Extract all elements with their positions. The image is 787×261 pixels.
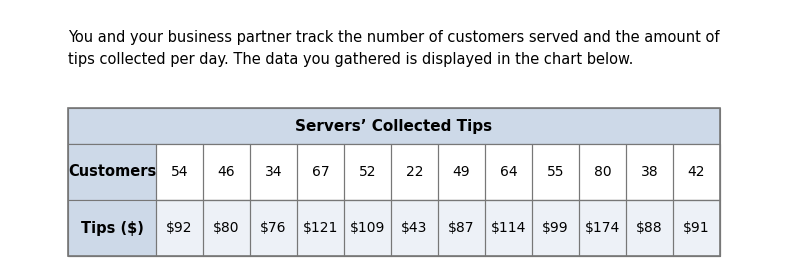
Text: $92: $92 bbox=[166, 221, 193, 235]
Text: $99: $99 bbox=[542, 221, 569, 235]
Bar bbox=[156, 144, 203, 200]
Text: 34: 34 bbox=[264, 165, 283, 179]
Text: 67: 67 bbox=[312, 165, 329, 179]
Bar bbox=[344, 144, 391, 200]
Text: $109: $109 bbox=[349, 221, 385, 235]
Bar bbox=[579, 144, 626, 200]
Bar bbox=[344, 200, 391, 256]
Text: $76: $76 bbox=[260, 221, 286, 235]
Text: $121: $121 bbox=[303, 221, 338, 235]
Bar bbox=[297, 144, 344, 200]
Bar bbox=[297, 200, 344, 256]
Bar bbox=[68, 108, 720, 144]
Text: 54: 54 bbox=[171, 165, 188, 179]
Bar bbox=[68, 200, 720, 256]
Bar bbox=[438, 200, 485, 256]
Text: 55: 55 bbox=[547, 165, 564, 179]
Bar bbox=[673, 200, 720, 256]
Bar bbox=[68, 108, 720, 256]
Bar bbox=[156, 200, 203, 256]
Text: 38: 38 bbox=[641, 165, 658, 179]
Bar bbox=[203, 144, 250, 200]
Text: 22: 22 bbox=[406, 165, 423, 179]
Text: 49: 49 bbox=[453, 165, 471, 179]
Bar bbox=[485, 200, 532, 256]
Text: Servers’ Collected Tips: Servers’ Collected Tips bbox=[295, 118, 493, 133]
Bar bbox=[673, 144, 720, 200]
Bar bbox=[391, 144, 438, 200]
Text: 80: 80 bbox=[593, 165, 611, 179]
Bar bbox=[250, 144, 297, 200]
Text: 52: 52 bbox=[359, 165, 376, 179]
Bar bbox=[626, 200, 673, 256]
Text: $174: $174 bbox=[585, 221, 620, 235]
Text: $88: $88 bbox=[636, 221, 663, 235]
Text: $114: $114 bbox=[491, 221, 527, 235]
Bar bbox=[485, 144, 532, 200]
Bar bbox=[532, 144, 579, 200]
Bar bbox=[626, 144, 673, 200]
Text: 64: 64 bbox=[500, 165, 517, 179]
Bar bbox=[438, 144, 485, 200]
Text: Tips ($): Tips ($) bbox=[80, 221, 143, 235]
Bar bbox=[68, 144, 720, 200]
Text: $80: $80 bbox=[213, 221, 240, 235]
Bar bbox=[250, 200, 297, 256]
Text: $87: $87 bbox=[449, 221, 475, 235]
Text: tips collected per day. The data you gathered is displayed in the chart below.: tips collected per day. The data you gat… bbox=[68, 52, 634, 67]
Text: $43: $43 bbox=[401, 221, 427, 235]
Bar bbox=[532, 200, 579, 256]
Text: Customers: Customers bbox=[68, 164, 156, 180]
Bar bbox=[391, 200, 438, 256]
Bar bbox=[68, 200, 156, 256]
Text: $91: $91 bbox=[683, 221, 710, 235]
Text: 42: 42 bbox=[688, 165, 705, 179]
Text: 46: 46 bbox=[218, 165, 235, 179]
Bar bbox=[68, 144, 156, 200]
Bar bbox=[579, 200, 626, 256]
Bar bbox=[203, 200, 250, 256]
Text: You and your business partner track the number of customers served and the amoun: You and your business partner track the … bbox=[68, 30, 719, 45]
